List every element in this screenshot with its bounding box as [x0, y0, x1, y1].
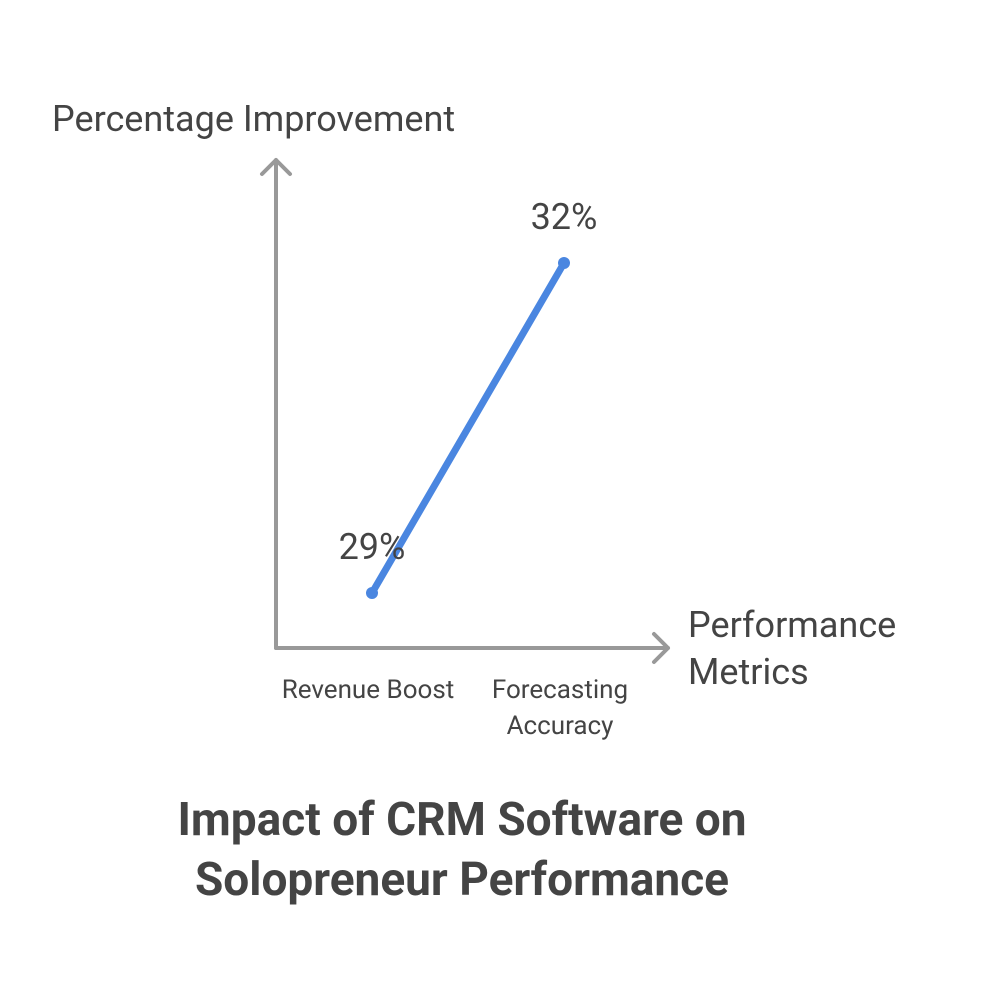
- x-tick-label: Forecasting Accuracy: [491, 675, 629, 741]
- y-axis: [260, 158, 292, 650]
- y-axis-title: Percentage Improvement: [52, 98, 456, 140]
- x-axis: [274, 632, 670, 664]
- value-label: 32%: [531, 196, 598, 238]
- point: [558, 257, 570, 269]
- value-label: 29%: [339, 526, 406, 568]
- point: [366, 587, 378, 599]
- x-tick-label: Revenue Boost: [281, 675, 455, 705]
- x-axis-title: Performance Metrics: [688, 604, 897, 693]
- chart-title: Impact of CRM Software on Solopreneur Pe…: [177, 793, 747, 907]
- line: [368, 259, 568, 597]
